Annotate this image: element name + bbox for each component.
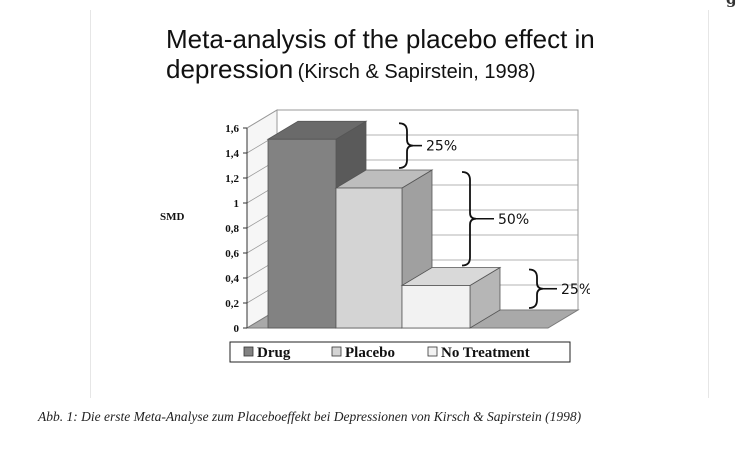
legend-label: Placebo bbox=[345, 345, 395, 361]
y-tick-label: 1,2 bbox=[225, 173, 239, 185]
top-text-fragment: g bbox=[726, 0, 737, 8]
y-tick-label: 1,6 bbox=[225, 123, 239, 135]
annotation-label: 25% bbox=[426, 139, 457, 155]
y-tick-label: 0,6 bbox=[225, 248, 239, 260]
chart-title-citation: (Kirsch & Sapirstein, 1998) bbox=[297, 61, 536, 83]
bar-no-treatment bbox=[401, 285, 471, 329]
bar-drug bbox=[267, 138, 337, 329]
legend-swatch bbox=[427, 346, 438, 357]
y-tick-label: 0,2 bbox=[225, 298, 239, 310]
legend-swatch bbox=[331, 346, 342, 357]
figure-caption: Abb. 1: Die erste Meta-Analyse zum Place… bbox=[38, 409, 582, 424]
legend-swatch bbox=[243, 346, 254, 357]
y-tick-label: 0,8 bbox=[225, 223, 239, 235]
legend-box bbox=[229, 341, 571, 363]
chart-title: Meta-analysis of the placebo effect in d… bbox=[166, 24, 595, 89]
annotation-label: 50% bbox=[498, 212, 529, 228]
chart-title-line2: depression bbox=[166, 54, 294, 84]
annotation-label: 25% bbox=[561, 282, 590, 298]
y-tick-label: 1 bbox=[234, 198, 240, 210]
gridline bbox=[246, 109, 578, 129]
bar-placebo bbox=[335, 187, 403, 329]
legend-label: No Treatment bbox=[441, 345, 530, 361]
frame-right-line bbox=[708, 10, 709, 398]
y-axis-label: SMD bbox=[160, 211, 185, 223]
legend-label: Drug bbox=[257, 345, 291, 361]
frame-left-line bbox=[90, 10, 91, 398]
y-tick-label: 1,4 bbox=[225, 148, 239, 160]
y-tick-label: 0,4 bbox=[225, 273, 239, 285]
chart-title-line1: Meta-analysis of the placebo effect in bbox=[166, 24, 595, 54]
bar-chart: 0 0,2 0,4 0,6 0,8 1 1,2 1,4 1,6 25% 50% 25% Drug Plac… bbox=[225, 109, 590, 363]
y-tick-label: 0 bbox=[234, 323, 240, 335]
